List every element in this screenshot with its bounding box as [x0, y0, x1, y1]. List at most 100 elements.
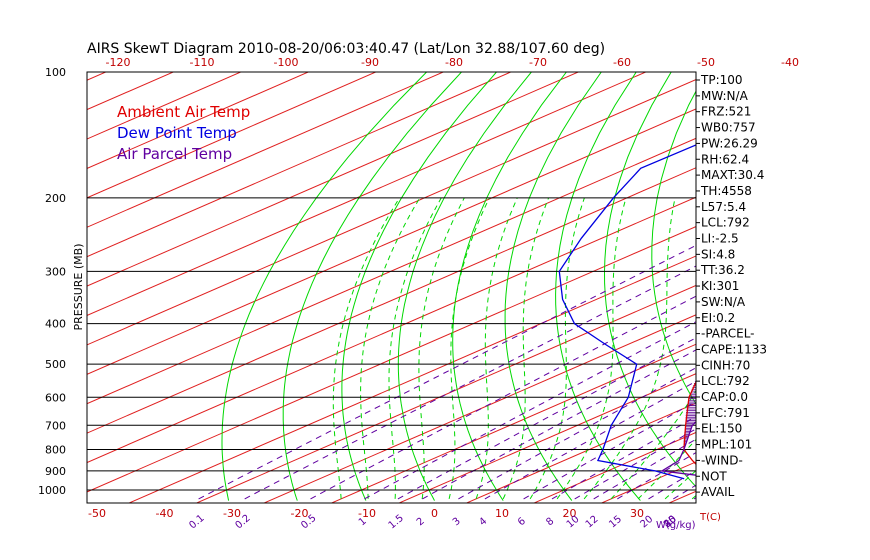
moist-adiabat-line: [664, 469, 696, 500]
isotherm-line: [87, 72, 648, 317]
pressure-tick-label: 400: [45, 318, 66, 331]
moist-adiabat-line: [418, 197, 465, 499]
moist-adiabat-line: [475, 197, 518, 500]
isotherm-line: [87, 72, 513, 258]
bottom-temperature-tick-label: 20: [563, 507, 577, 520]
isotherm-line: [87, 196, 696, 464]
moist-adiabat-line: [610, 389, 696, 500]
isotherm-line: [262, 314, 696, 503]
top-temperature-tick-label: -80: [445, 56, 463, 69]
isotherm-line: [127, 255, 696, 503]
top-temperature-tick-label: -50: [697, 56, 715, 69]
index-label: SI:4.8: [701, 247, 735, 261]
profile-air-parcel-temp: [659, 421, 696, 476]
grid-lines: [87, 72, 696, 503]
top-temperature-tick-label: -100: [274, 56, 299, 69]
mixing-ratio-tick-label: 4: [477, 516, 489, 529]
pressure-tick-label: 900: [45, 465, 66, 478]
mixing-ratio-tick-label: 1: [357, 516, 369, 529]
index-label: LCL:792: [701, 216, 750, 230]
pressure-tick-label: 1000: [38, 484, 66, 497]
index-label: SW:N/A: [701, 295, 746, 309]
moist-adiabat-line: [583, 197, 676, 500]
index-label: -PARCEL-: [701, 327, 755, 341]
bottom-temperature-tick-label: 10: [495, 507, 509, 520]
isotherm-line: [87, 108, 696, 375]
top-temperature-tick-label: -40: [781, 56, 799, 69]
profile-dew-point-temp: [558, 144, 696, 480]
index-label: KI:301: [701, 279, 739, 293]
index-label: TP:100: [700, 73, 743, 87]
mixing-ratio-tick-label: 6: [516, 516, 528, 529]
index-label: CINH:70: [701, 358, 750, 372]
moist-adiabat-line: [637, 438, 696, 500]
mixing-ratio-line: [422, 349, 696, 500]
index-label: NOT: [701, 469, 727, 483]
pressure-tick-label: 800: [45, 443, 66, 456]
bottom-temperature-tick-label: -30: [223, 507, 241, 520]
mixing-ratio-axis-label: W(g/kg): [656, 520, 696, 531]
top-temperature-tick-label: -70: [529, 56, 547, 69]
legend: Ambient Air Temp Dew Point Temp Air Parcel…: [117, 103, 250, 163]
mixing-ratio-line: [198, 244, 696, 500]
bottom-temperature-tick-label: 30: [630, 507, 644, 520]
bottom-temperature-tick-label: -20: [291, 507, 309, 520]
isotherm-line: [195, 284, 696, 503]
dry-adiabat-line: [651, 90, 696, 405]
index-label: RH:62.4: [701, 152, 749, 166]
index-label: EL:150: [701, 422, 742, 436]
pressure-tick-label: 200: [45, 192, 66, 205]
pressure-tick-label: 300: [45, 265, 66, 278]
isotherm-line: [87, 167, 696, 434]
mixing-ratio-line: [617, 452, 696, 500]
index-label: EI:0.2: [701, 311, 735, 325]
mixing-ratio-line: [574, 428, 696, 500]
bottom-temperature-tick-label: -50: [88, 507, 106, 520]
index-label: -WIND-: [701, 453, 743, 467]
isotherm-line: [87, 72, 445, 228]
index-label: LCL:792: [701, 374, 750, 388]
index-label: TT:36.2: [700, 263, 745, 277]
index-label: LI:-2.5: [701, 232, 739, 246]
moist-adiabat-line: [448, 197, 490, 500]
isotherm-line: [87, 226, 696, 493]
index-label: TH:4558: [700, 184, 752, 198]
mixing-ratio-line: [593, 438, 696, 500]
pressure-tick-label: 700: [45, 419, 66, 432]
chart-title: AIRS SkewT Diagram 2010-08-20/06:03:40.4…: [87, 41, 605, 57]
legend-entry: Dew Point Temp: [117, 124, 237, 142]
mixing-ratio-tick-label: 3: [451, 516, 463, 529]
top-temperature-tick-label: -90: [361, 56, 379, 69]
bottom-temperature-tick-label: 0: [431, 507, 438, 520]
top-temperature-tick-label: -60: [613, 56, 631, 69]
pressure-tick-label: 600: [45, 391, 66, 404]
moist-adiabat-line: [556, 197, 627, 500]
isotherm-line: [87, 72, 378, 199]
temperature-axis-label: T(C): [699, 512, 721, 523]
index-label: MW:N/A: [701, 89, 749, 103]
legend-entry: Ambient Air Temp: [117, 103, 250, 121]
isotherm-line: [87, 72, 243, 140]
index-label: AVAIL: [701, 485, 735, 499]
moist-adiabat-line: [529, 197, 585, 500]
index-label: CAPE:1133: [701, 342, 767, 356]
isotherm-line: [87, 72, 580, 287]
pressure-tick-label: 100: [45, 66, 66, 79]
index-label: CAP:0.0: [701, 390, 748, 404]
isotherm-line: [87, 137, 696, 405]
bottom-temperature-tick-label: -10: [358, 507, 376, 520]
mixing-ratio-line: [484, 380, 696, 500]
moist-adiabat-line: [502, 197, 550, 500]
mixing-ratio-line: [458, 367, 696, 500]
profile-ambient-air-temp: [683, 380, 696, 466]
profiles: [558, 144, 696, 480]
pressure-tick-label: 500: [45, 358, 66, 371]
isotherm-line: [330, 343, 696, 503]
mixing-ratio-tick-label: 2: [415, 516, 427, 529]
mixing-ratio-tick-label: 8: [544, 516, 556, 529]
index-label: WB0:757: [701, 121, 756, 135]
top-temperature-tick-label: -110: [190, 56, 215, 69]
moist-adiabat-line: [388, 197, 442, 499]
legend-entry: Air Parcel Temp: [117, 145, 232, 163]
